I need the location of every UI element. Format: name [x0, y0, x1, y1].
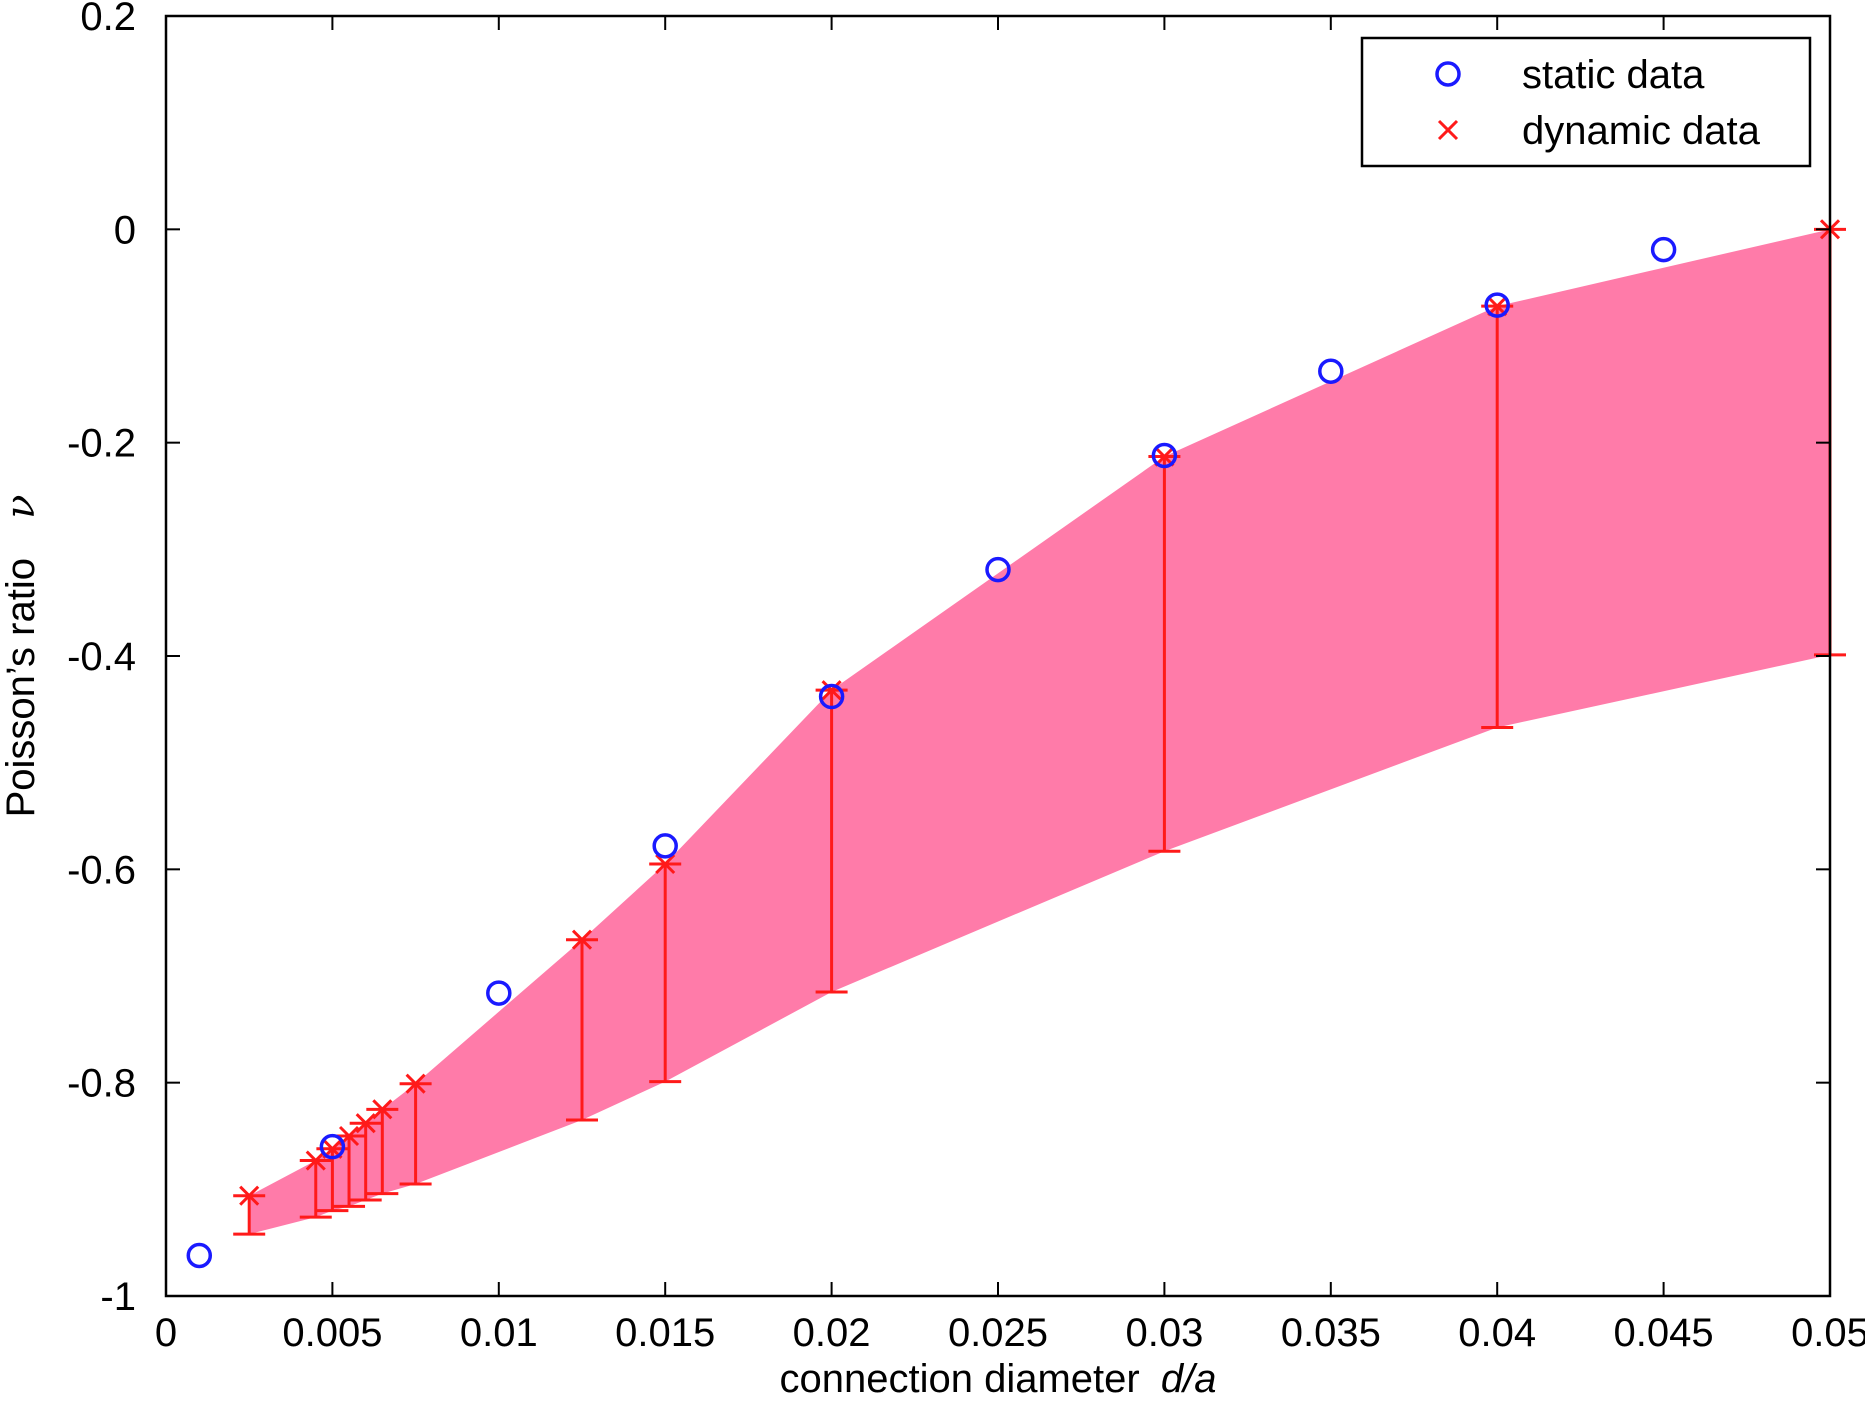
legend-item: dynamic data: [1437, 109, 1761, 153]
dynamic-data-point: [571, 929, 593, 950]
axes-layer: 0 0.005 0.01 0.015 0.02 0.025 0.03 0.035 0.04 0.0…: [67, 0, 1865, 1355]
marker-stroke: [305, 1150, 326, 1171]
marker-stroke: [372, 1099, 393, 1120]
y-tick-label: -0.8: [67, 1062, 136, 1106]
y-axis-title-symbol: ν: [0, 495, 44, 519]
dynamic-data-point: [821, 680, 842, 701]
marker-stroke: [1437, 119, 1459, 141]
y-tick-label: -0.2: [67, 422, 136, 466]
dynamic-data-point: [305, 1150, 326, 1171]
static-data-point: [1484, 292, 1510, 318]
x-tick-label: 0.005: [282, 1311, 382, 1355]
x-tick-label: 0.02: [793, 1311, 871, 1355]
x-tick-label: 0.05: [1791, 1311, 1865, 1355]
static-data-point: [985, 556, 1011, 583]
dynamic-data-point: [655, 853, 676, 875]
y-axis-title-text: Poisson’s ratio: [0, 558, 43, 817]
range-band: [249, 229, 1831, 1235]
x-axis-title-variable: d/a: [1161, 1357, 1217, 1400]
legend: static data dynamic data: [1360, 36, 1812, 168]
legend-label: static data: [1522, 53, 1705, 97]
legend-label: dynamic data: [1522, 109, 1761, 153]
legend-box: [1360, 36, 1812, 168]
marker-stroke: [655, 853, 676, 875]
error-bar-layer: [233, 227, 1846, 1236]
y-tick-label: -0.6: [67, 848, 136, 892]
legend-x-icon: [1437, 119, 1459, 141]
static-data-point: [1650, 236, 1677, 263]
dynamic-data-point: [372, 1099, 393, 1120]
x-tick-label: 0.03: [1125, 1311, 1203, 1355]
static-data-point: [818, 683, 845, 710]
static-data-point: [1318, 358, 1344, 384]
static-data-point: [319, 1133, 346, 1160]
legend-circle-icon: [1435, 61, 1461, 87]
marker-stroke: [239, 1185, 260, 1206]
legend-item: static data: [1435, 53, 1705, 97]
y-axis-title: Poisson’s ratio ν: [0, 495, 44, 818]
x-tick-label: 0.045: [1614, 1311, 1714, 1355]
y-tick-label: -1: [100, 1275, 136, 1319]
marker-stroke: [355, 1113, 376, 1134]
marker-stroke: [821, 680, 842, 701]
x-tick-label: 0.015: [615, 1311, 715, 1355]
y-tick-label: 0: [114, 208, 136, 252]
x-tick-label: 0.01: [460, 1311, 538, 1355]
x-tick-label: 0.025: [948, 1311, 1048, 1355]
x-tick-label: 0.04: [1458, 1311, 1536, 1355]
marker-stroke: [571, 929, 593, 950]
range-band-layer: [249, 229, 1831, 1235]
dynamic-data-point: [239, 1185, 260, 1206]
x-axis-title-text: connection diameter: [780, 1357, 1140, 1400]
dynamic-data-point: [355, 1113, 376, 1134]
x-tick-label: 0.035: [1281, 1311, 1381, 1355]
x-tick-label: 0: [155, 1311, 177, 1355]
x-axis-title: connection diameter d/a: [780, 1357, 1217, 1400]
static-data-point: [652, 833, 678, 859]
static-data-point: [186, 1242, 213, 1269]
y-tick-label: -0.4: [67, 635, 136, 679]
static-data-point: [486, 980, 512, 1006]
marker-layer: [186, 219, 1841, 1269]
y-tick-label: 0.2: [80, 0, 136, 39]
static-data-point: [1151, 442, 1178, 469]
marker-stroke: [405, 1073, 426, 1094]
dynamic-data-point: [405, 1073, 426, 1094]
